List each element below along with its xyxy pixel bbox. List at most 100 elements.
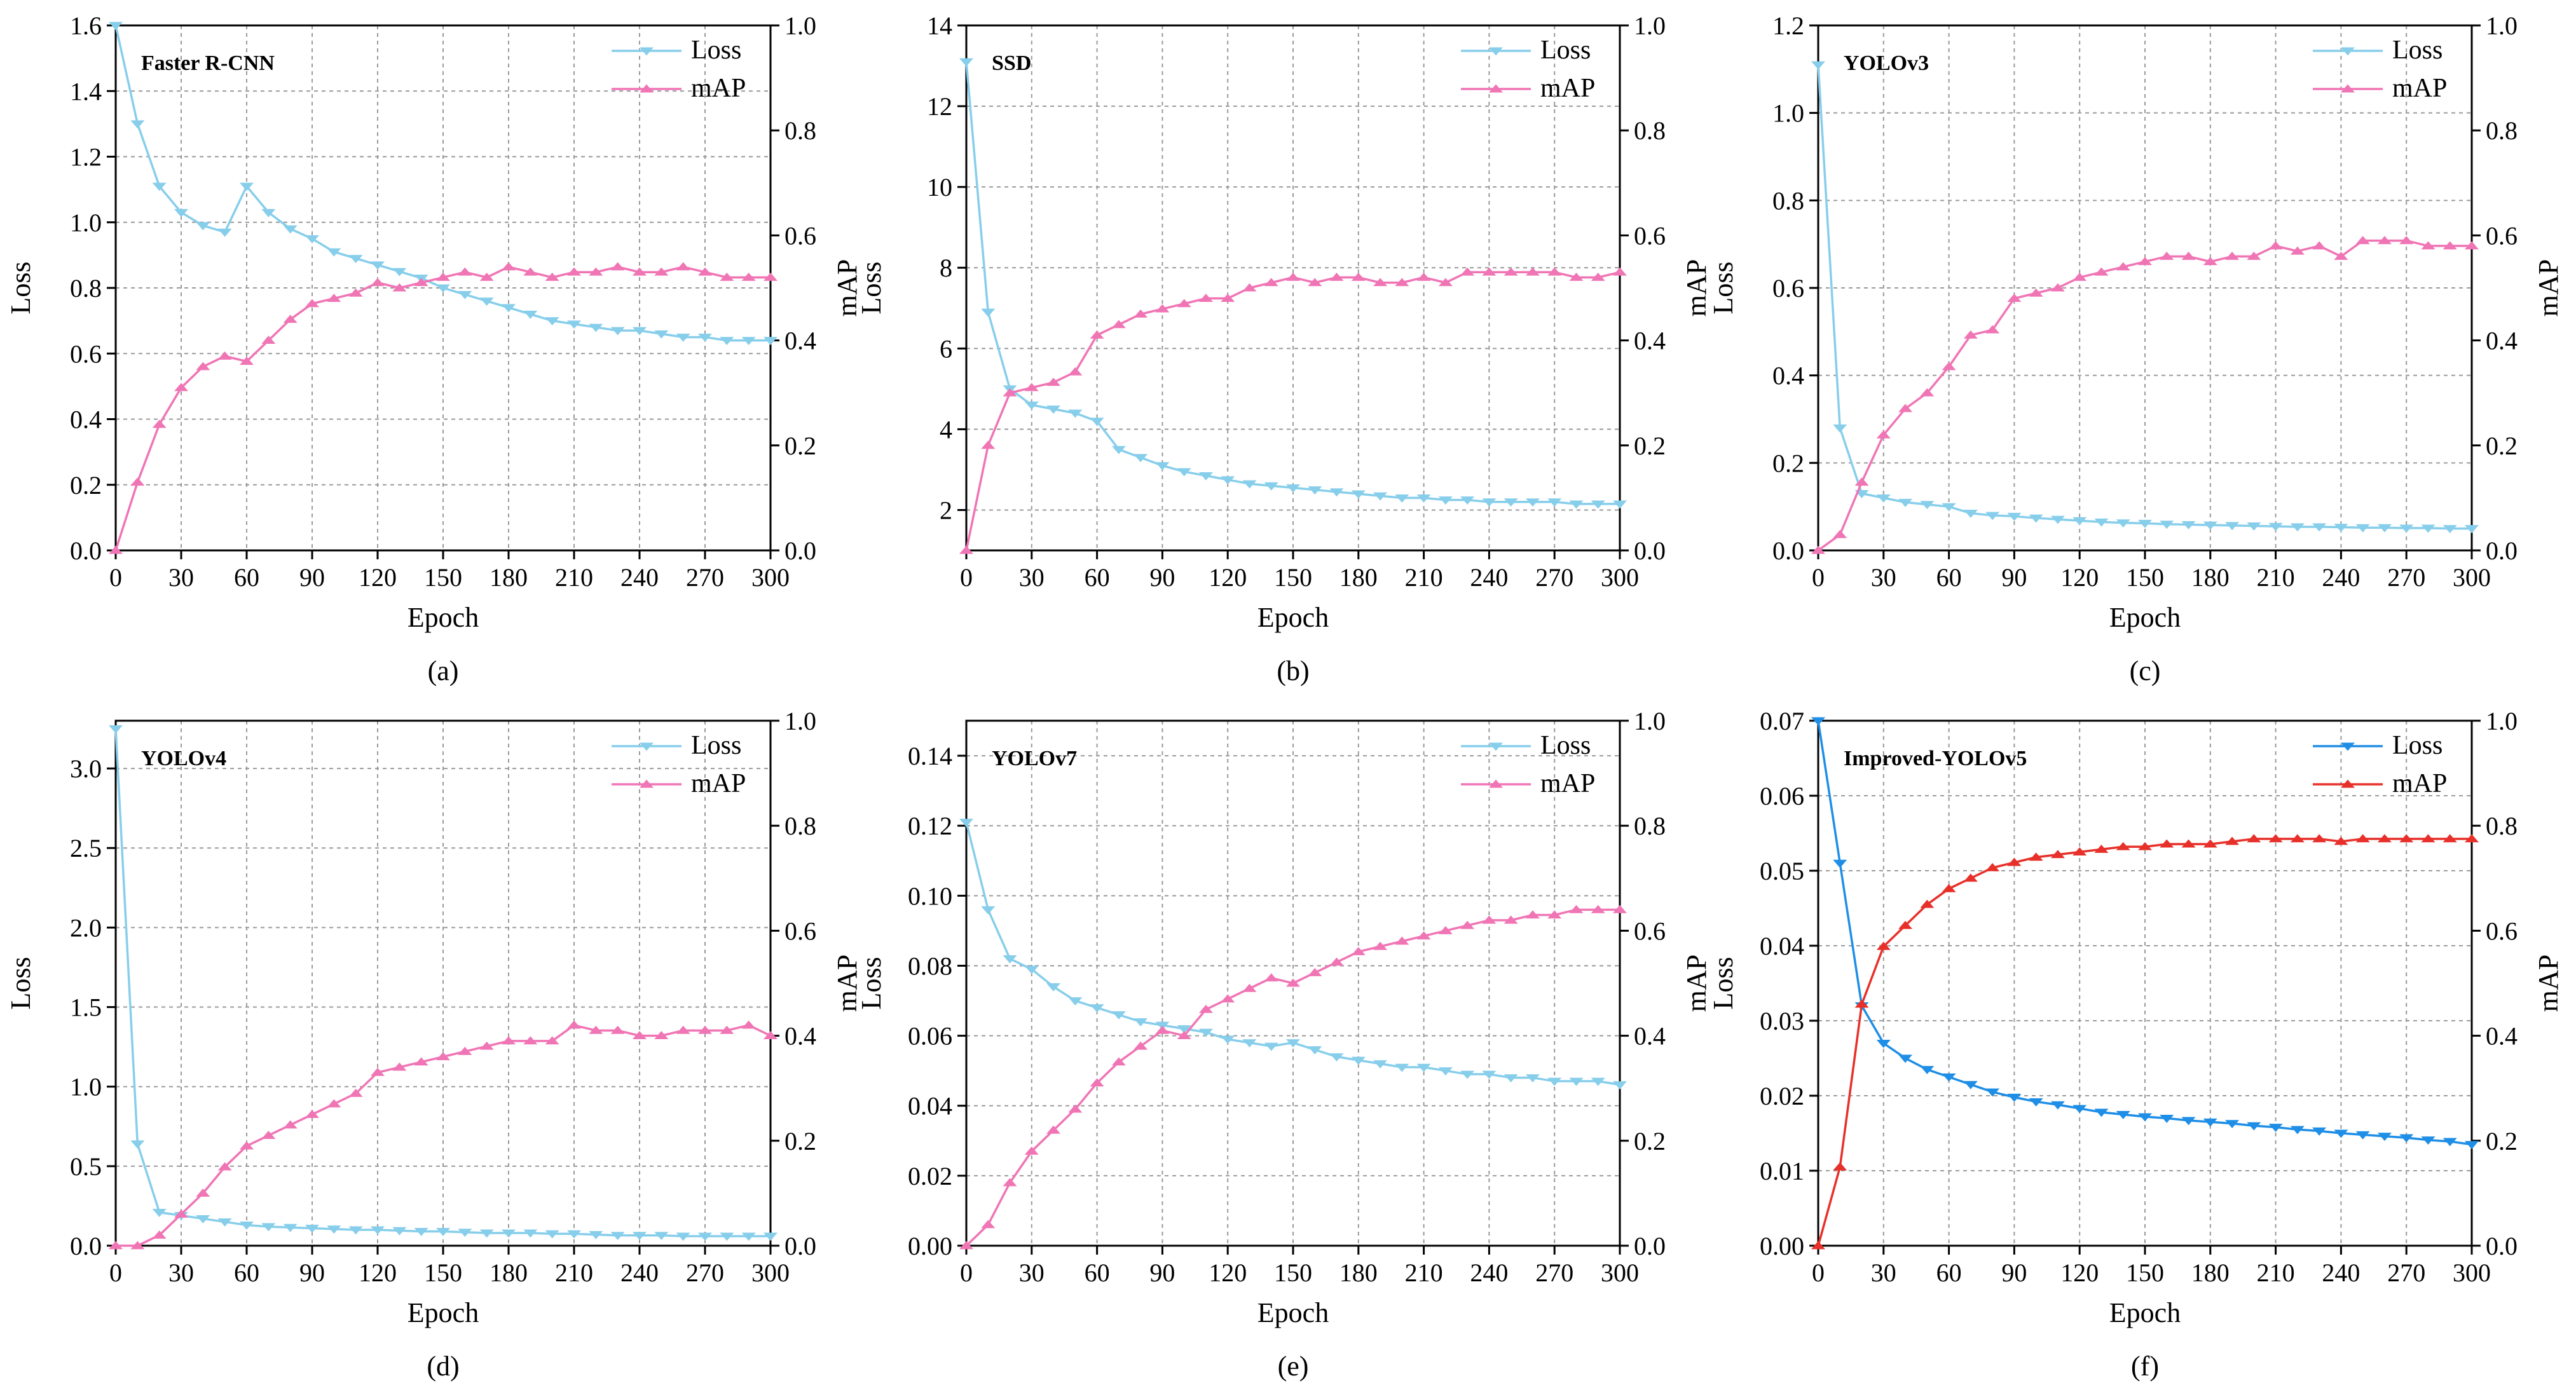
data-point-map	[414, 1057, 428, 1066]
data-point-map	[109, 545, 123, 554]
y-left-tick-label: 0.0	[70, 536, 102, 565]
y-left-axis-label: Loss	[1708, 957, 1739, 1009]
data-point-loss	[654, 1232, 669, 1241]
data-point-map	[1460, 920, 1475, 929]
y-left-axis-label: Loss	[856, 957, 887, 1009]
data-point-loss	[1003, 955, 1017, 964]
data-point-map	[217, 1162, 232, 1171]
x-tick-label: 60	[1085, 1258, 1110, 1287]
data-point-loss	[479, 297, 494, 306]
x-tick-label: 60	[1936, 1258, 1962, 1287]
data-point-map	[305, 299, 319, 308]
data-point-loss	[2334, 1129, 2348, 1138]
y-left-tick-label: 1.6	[70, 11, 102, 40]
data-point-loss	[1329, 488, 1344, 497]
data-point-loss	[1329, 1053, 1344, 1062]
data-point-map	[1963, 330, 1978, 339]
legend-label-map: mAP	[2392, 74, 2447, 103]
plot-frame	[114, 24, 772, 552]
data-point-map	[327, 1099, 341, 1108]
data-point-map	[261, 336, 276, 344]
data-point-map	[1525, 910, 1540, 919]
data-point-map	[152, 419, 167, 428]
data-point-map	[1242, 983, 1257, 992]
data-point-loss	[1898, 498, 1913, 507]
data-point-loss	[261, 208, 276, 217]
legend-marker-loss	[2341, 742, 2355, 751]
data-point-map	[523, 1036, 538, 1045]
y-right-tick-label: 0.2	[2486, 432, 2518, 460]
data-point-map	[1264, 973, 1278, 982]
data-point-loss	[1286, 484, 1300, 493]
panel-caption: (a)	[428, 655, 459, 686]
data-point-loss	[152, 182, 167, 191]
y-right-tick-label: 0.8	[2486, 116, 2518, 145]
x-tick-label: 270	[2387, 1258, 2425, 1287]
x-tick-label: 150	[2126, 1258, 2164, 1287]
data-point-map	[196, 1188, 210, 1197]
data-point-map	[1569, 273, 1584, 281]
data-point-map	[1373, 941, 1388, 950]
data-point-loss	[1046, 405, 1061, 414]
data-point-loss	[2290, 1126, 2305, 1134]
data-point-loss	[1308, 1046, 1322, 1055]
data-point-loss	[217, 1218, 232, 1227]
y-left-tick-label: 0.00	[1760, 1232, 1804, 1260]
x-tick-label: 30	[1019, 563, 1045, 592]
data-point-map	[2465, 241, 2479, 250]
data-point-map	[479, 273, 494, 281]
x-tick-label: 240	[620, 563, 659, 592]
data-point-map	[130, 1241, 145, 1250]
x-tick-label: 210	[555, 1258, 593, 1287]
data-point-map	[2203, 839, 2217, 848]
data-point-map	[2160, 839, 2174, 848]
data-point-loss	[371, 1226, 385, 1235]
x-axis-label: Epoch	[2109, 602, 2181, 633]
y-left-tick-label: 0.02	[1760, 1082, 1804, 1110]
data-point-map	[196, 362, 210, 371]
legend-marker-map	[2341, 779, 2355, 788]
y-left-tick-label: 2.5	[70, 834, 102, 862]
y-left-tick-label: 6	[940, 334, 952, 363]
data-point-map	[654, 267, 669, 276]
x-tick-label: 210	[1405, 563, 1443, 592]
data-point-map	[1046, 378, 1061, 386]
data-point-map	[1942, 362, 1956, 371]
x-tick-label: 60	[1936, 563, 1962, 592]
data-point-map	[458, 267, 472, 276]
y-left-tick-label: 1.0	[1772, 99, 1804, 128]
data-point-map	[174, 1209, 188, 1218]
y-right-tick-label: 1.0	[1634, 11, 1666, 40]
x-tick-label: 300	[1601, 1258, 1639, 1287]
data-point-map	[2312, 834, 2327, 843]
y-left-tick-label: 0.12	[908, 812, 952, 840]
data-point-map	[1351, 273, 1366, 281]
data-point-loss	[1308, 486, 1322, 495]
y-left-tick-label: 4	[940, 415, 952, 444]
data-point-loss	[2116, 1111, 2130, 1119]
data-point-map	[348, 288, 363, 297]
data-point-loss	[458, 290, 472, 299]
y-left-tick-label: 0.8	[70, 274, 102, 303]
data-point-map	[1876, 430, 1891, 439]
data-point-map	[240, 357, 254, 365]
x-tick-label: 180	[1339, 1258, 1378, 1287]
data-point-map	[1177, 299, 1191, 308]
data-point-map	[1329, 957, 1344, 966]
y-left-tick-label: 0.0	[70, 1232, 102, 1260]
y-right-axis-label: mAP	[1681, 259, 1712, 317]
y-left-tick-label: 0.8	[1772, 186, 1804, 215]
x-tick-label: 300	[1601, 563, 1639, 592]
data-point-loss	[305, 1225, 319, 1233]
data-point-map	[981, 440, 996, 449]
data-point-map	[174, 383, 188, 392]
legend-marker-map	[1489, 84, 1503, 93]
y-left-axis-label: Loss	[1708, 261, 1739, 314]
x-tick-label: 210	[2257, 563, 2295, 592]
data-point-map	[1286, 978, 1300, 987]
data-point-loss	[1569, 500, 1584, 509]
data-point-map	[1090, 330, 1104, 339]
y-right-tick-label: 0.6	[2486, 916, 2518, 945]
y-right-tick-label: 0.2	[1634, 432, 1666, 460]
data-point-loss	[2442, 1138, 2457, 1147]
